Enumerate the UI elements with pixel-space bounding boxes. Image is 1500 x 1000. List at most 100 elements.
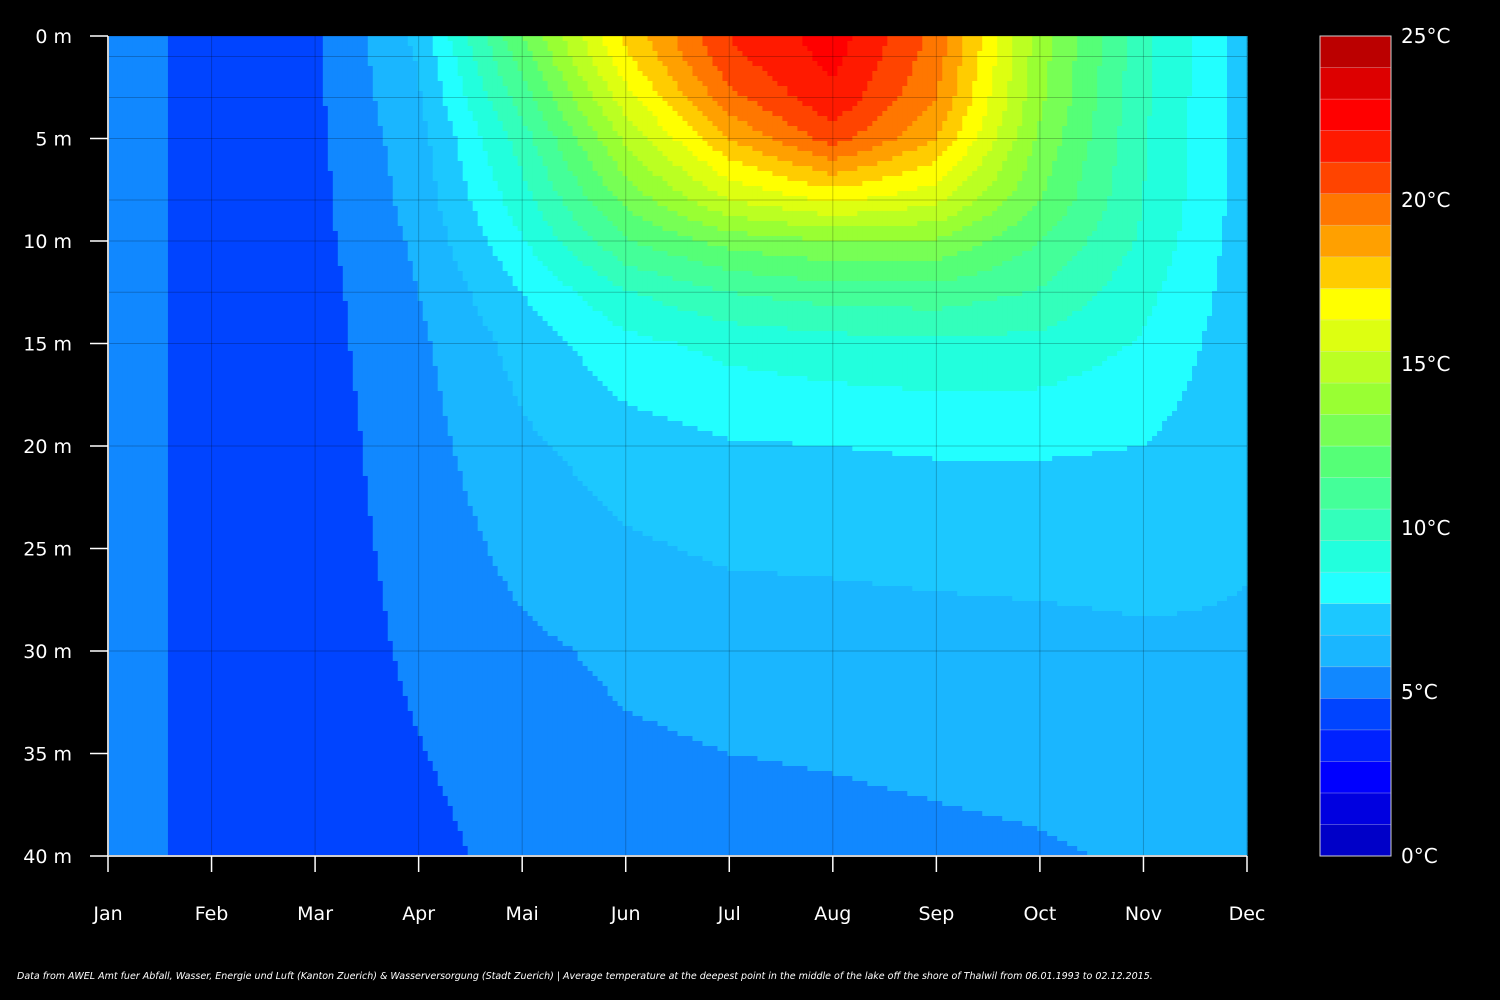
heatmap-cell: [1092, 141, 1098, 147]
heatmap-cell: [997, 111, 1003, 117]
heatmap-cell: [1092, 136, 1098, 142]
heatmap-cell: [722, 56, 729, 62]
heatmap-cell: [877, 66, 883, 72]
heatmap-cell: [632, 71, 639, 77]
heatmap-cell: [342, 96, 349, 102]
heatmap-cell: [432, 61, 439, 67]
heatmap-cell: [1242, 51, 1248, 57]
heatmap-cell: [108, 141, 114, 147]
heatmap-cell: [182, 81, 189, 87]
heatmap-cell: [877, 76, 883, 82]
heatmap-cell: [527, 71, 534, 77]
heatmap-cell: [1177, 91, 1183, 97]
heatmap-cell: [837, 81, 843, 87]
heatmap-cell: [792, 131, 798, 137]
heatmap-cell: [712, 101, 719, 107]
heatmap-cell: [787, 46, 793, 52]
heatmap-cell: [787, 136, 793, 142]
heatmap-cell: [467, 66, 474, 72]
heatmap-cell: [222, 86, 229, 92]
heatmap-cell: [572, 71, 579, 77]
heatmap-cell: [1097, 46, 1103, 52]
heatmap-cell: [807, 36, 813, 42]
heatmap-cell: [447, 101, 454, 107]
heatmap-cell: [147, 121, 154, 127]
heatmap-cell: [252, 86, 259, 92]
heatmap-cell: [1142, 46, 1148, 52]
heatmap-cell: [402, 56, 409, 62]
heatmap-cell: [427, 101, 434, 107]
heatmap-cell: [717, 121, 724, 127]
heatmap-cell: [907, 111, 913, 117]
heatmap-cell: [1207, 91, 1213, 97]
heatmap-cell: [912, 81, 918, 87]
heatmap-cell: [812, 111, 818, 117]
heatmap-cell: [582, 61, 589, 67]
heatmap-cell: [307, 71, 314, 77]
heatmap-cell: [1107, 61, 1113, 67]
heatmap-cell: [332, 136, 339, 142]
heatmap-cell: [327, 121, 334, 127]
heatmap-cell: [122, 61, 129, 67]
heatmap-cell: [1167, 86, 1173, 92]
heatmap-cell: [1037, 111, 1043, 117]
heatmap-cell: [1107, 126, 1113, 132]
heatmap-cell: [347, 36, 354, 42]
heatmap-cell: [472, 101, 479, 107]
heatmap-cell: [447, 81, 454, 87]
heatmap-cell: [872, 136, 878, 142]
heatmap-cell: [152, 116, 159, 122]
heatmap-cell: [1102, 36, 1108, 42]
heatmap-cell: [152, 136, 159, 142]
heatmap-cell: [772, 131, 779, 137]
heatmap-cell: [197, 101, 204, 107]
heatmap-cell: [727, 46, 734, 52]
heatmap-cell: [277, 66, 284, 72]
heatmap-cell: [252, 46, 259, 52]
heatmap-cell: [857, 116, 863, 122]
heatmap-cell: [1042, 56, 1048, 62]
heatmap-cell: [642, 61, 649, 67]
heatmap-cell: [657, 36, 664, 42]
heatmap-cell: [452, 136, 459, 142]
heatmap-cell: [1187, 56, 1193, 62]
heatmap-cell: [317, 101, 324, 107]
heatmap-cell: [972, 66, 978, 72]
heatmap-cell: [1092, 106, 1098, 112]
heatmap-cell: [657, 81, 664, 87]
heatmap-cell: [857, 131, 863, 137]
heatmap-cell: [832, 81, 838, 87]
heatmap-cell: [352, 46, 359, 52]
heatmap-cell: [292, 51, 299, 57]
heatmap-cell: [1032, 101, 1038, 107]
heatmap-cell: [892, 36, 898, 42]
heatmap-cell: [1007, 46, 1013, 52]
heatmap-cell: [1177, 131, 1183, 137]
heatmap-cell: [787, 116, 793, 122]
heatmap-cell: [467, 116, 474, 122]
heatmap-cell: [108, 36, 114, 42]
heatmap-cell: [202, 61, 209, 67]
heatmap-cell: [282, 81, 289, 87]
heatmap-cell: [542, 41, 549, 47]
heatmap-cell: [747, 91, 754, 97]
heatmap-cell: [917, 56, 923, 62]
heatmap-cell: [452, 41, 459, 47]
heatmap-cell: [507, 116, 514, 122]
heatmap-cell: [1052, 111, 1058, 117]
heatmap-cell: [772, 91, 779, 97]
heatmap-cell: [617, 101, 624, 107]
heatmap-cell: [322, 86, 329, 92]
heatmap-cell: [627, 126, 634, 132]
heatmap-cell: [462, 136, 469, 142]
heatmap-cell: [542, 86, 549, 92]
heatmap-cell: [842, 36, 848, 42]
heatmap-cell: [807, 51, 813, 57]
heatmap-cell: [372, 136, 379, 142]
heatmap-cell: [627, 36, 634, 42]
heatmap-cell: [1242, 56, 1248, 62]
heatmap-cell: [522, 111, 529, 117]
heatmap-cell: [717, 111, 724, 117]
heatmap-cell: [1022, 61, 1028, 67]
heatmap-cell: [532, 121, 539, 127]
